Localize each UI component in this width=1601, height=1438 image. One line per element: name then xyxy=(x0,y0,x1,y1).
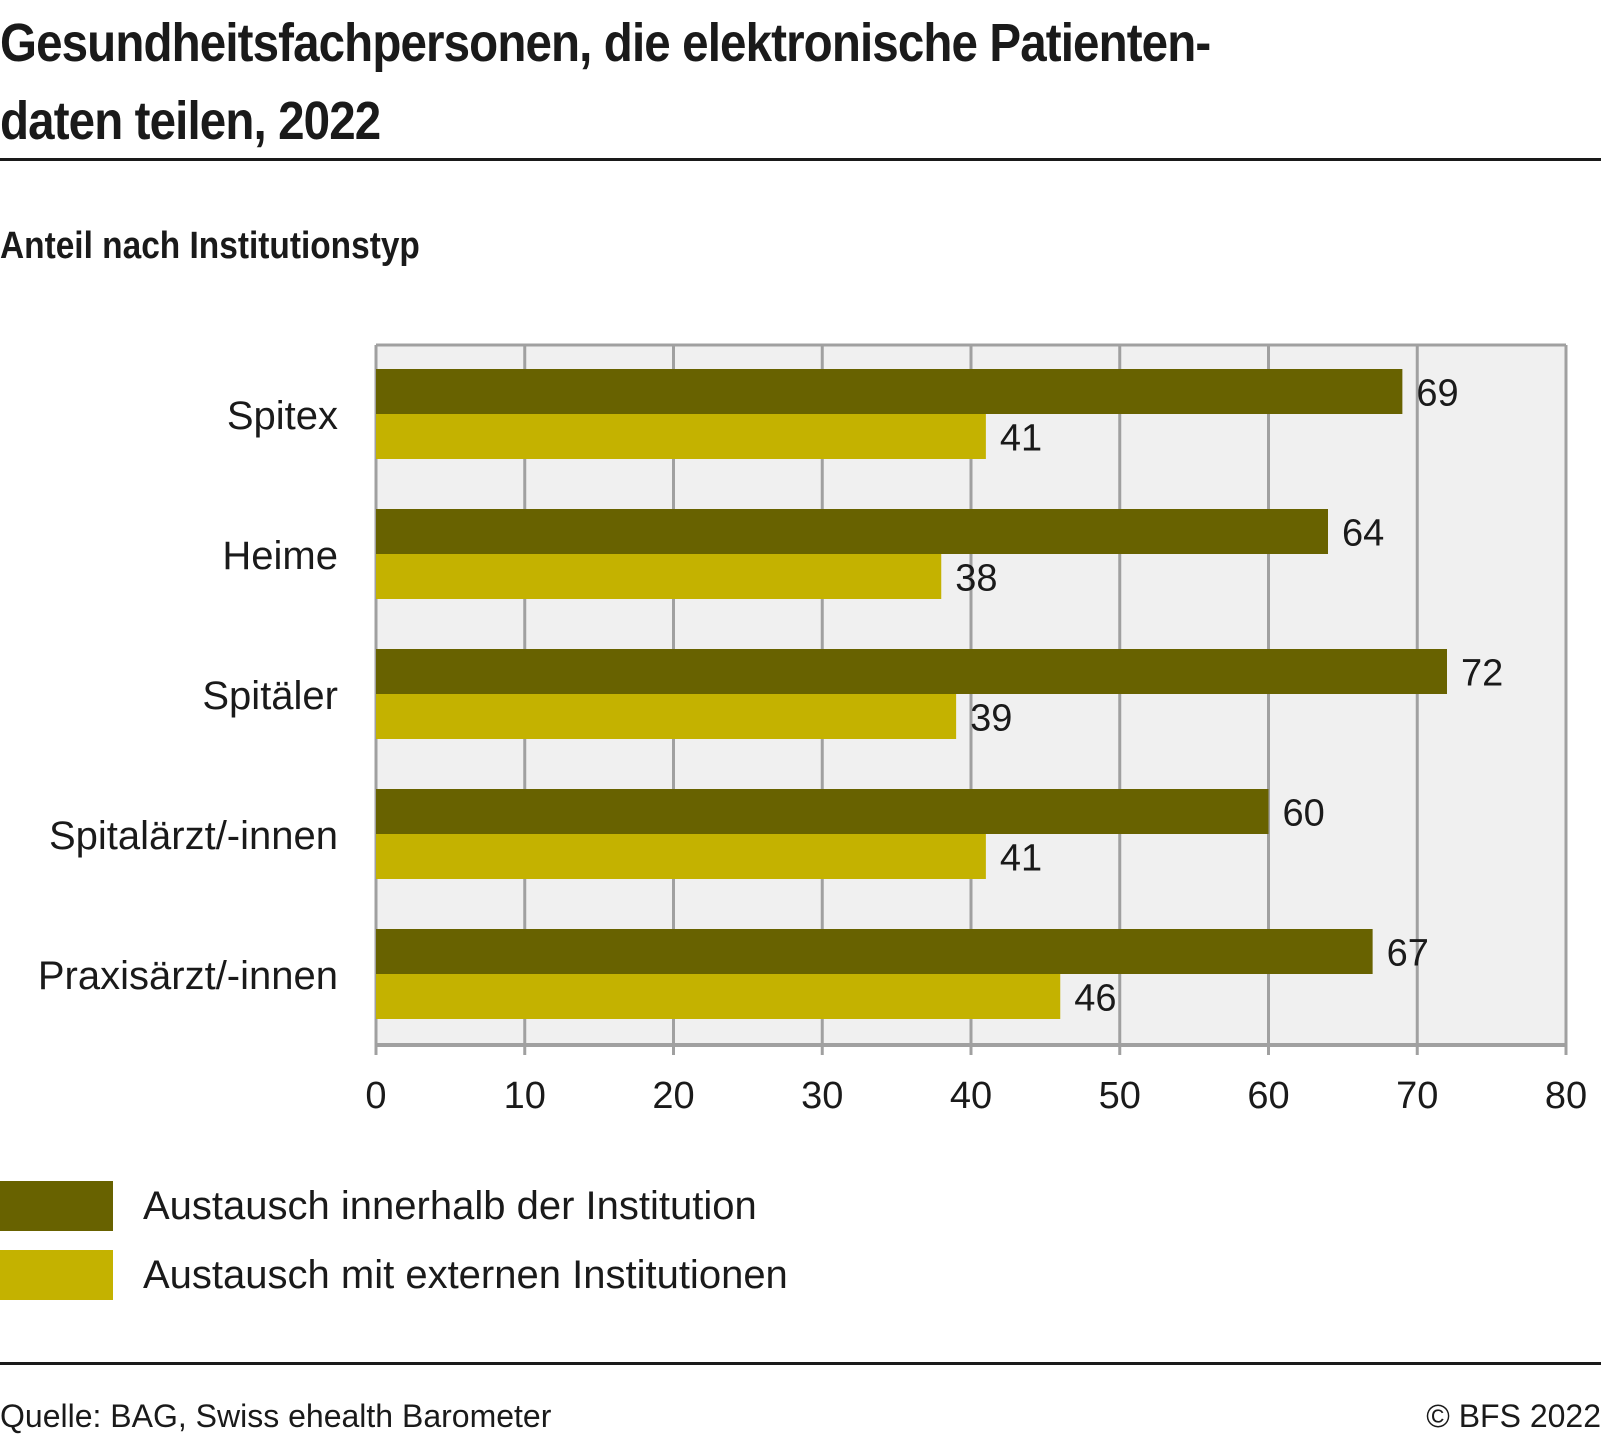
copyright-note: © BFS 2022 xyxy=(1426,1398,1601,1434)
chart-title-line-1: Gesundheitsfachpersonen, die elektronisc… xyxy=(0,13,1211,73)
category-label: Spitalärzt/-innen xyxy=(49,814,338,858)
data-label: 60 xyxy=(1283,793,1325,835)
bar-external xyxy=(376,694,957,739)
category-label: Spitäler xyxy=(202,674,338,718)
bar-external xyxy=(376,414,986,459)
legend-swatch-inner xyxy=(0,1181,113,1231)
x-tick-label: 10 xyxy=(504,1075,546,1117)
chart-subtitle: Anteil nach Institutionstyp xyxy=(0,225,420,267)
data-label: 67 xyxy=(1387,933,1429,975)
x-tick-label: 0 xyxy=(365,1075,386,1117)
legend-label-external: Austausch mit externen Institutionen xyxy=(143,1252,788,1297)
x-tick-label: 60 xyxy=(1247,1075,1289,1117)
x-tick-label: 80 xyxy=(1545,1075,1587,1117)
chart-title-line-2: daten teilen, 2022 xyxy=(0,91,381,151)
bar-external xyxy=(376,834,986,879)
data-label: 41 xyxy=(1000,418,1042,460)
source-note: Quelle: BAG, Swiss ehealth Barometer xyxy=(0,1398,552,1434)
bar-inner xyxy=(376,649,1447,694)
bar-inner xyxy=(376,509,1328,554)
x-tick-label: 50 xyxy=(1099,1075,1141,1117)
legend-label-inner: Austausch innerhalb der Institution xyxy=(143,1183,757,1228)
x-tick-label: 20 xyxy=(652,1075,694,1117)
category-label: Heime xyxy=(222,534,338,578)
bar-chart: 0 10 20 30 40 50 60 70 80 Spitex 69 41 Heime 64 38 Spit… xyxy=(38,343,1587,1117)
bar-external xyxy=(376,974,1061,1019)
bar-external xyxy=(376,554,942,599)
x-tick-label: 40 xyxy=(950,1075,992,1117)
data-label: 41 xyxy=(1000,838,1042,880)
data-label: 69 xyxy=(1416,373,1458,415)
x-tick-label: 70 xyxy=(1396,1075,1438,1117)
legend-swatch-external xyxy=(0,1250,113,1300)
legend-item-inner: Austausch innerhalb der Institution xyxy=(0,1181,757,1231)
title-divider xyxy=(0,158,1601,161)
chart-title: Gesundheitsfachpersonen, die elektronisc… xyxy=(0,4,1409,160)
bar-inner xyxy=(376,369,1403,414)
footer-divider xyxy=(0,1362,1601,1365)
data-label: 46 xyxy=(1074,978,1116,1020)
data-label: 39 xyxy=(970,698,1012,740)
x-tick-label: 30 xyxy=(801,1075,843,1117)
data-label: 72 xyxy=(1461,653,1503,695)
data-label: 64 xyxy=(1342,513,1384,555)
bar-inner xyxy=(376,929,1373,974)
category-label: Praxisärzt/-innen xyxy=(38,954,338,998)
bar-inner xyxy=(376,789,1269,834)
legend-item-external: Austausch mit externen Institutionen xyxy=(0,1250,788,1300)
data-label: 38 xyxy=(955,558,997,600)
category-label: Spitex xyxy=(227,394,338,438)
